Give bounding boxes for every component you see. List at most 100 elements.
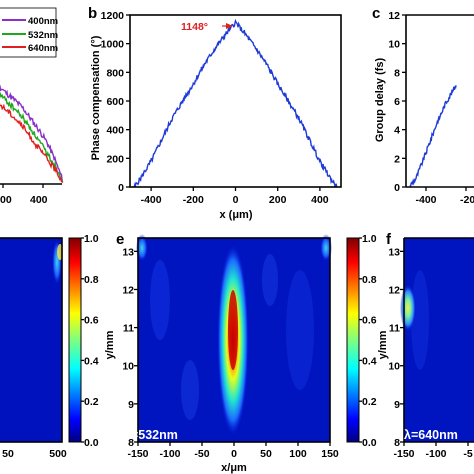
panel-e-xtick-label: 50	[260, 448, 272, 460]
series-line-400nm	[0, 85, 64, 182]
panel-e-xtick-label: 150	[321, 448, 339, 460]
panel-c-xtick-label: -20	[460, 194, 474, 206]
panel-d-colorbar	[68, 237, 82, 443]
heatmap-ytick-label: 13	[388, 246, 400, 258]
panel-e-ylabel: y/mm	[104, 330, 116, 359]
legend-400nm-label: 400nm	[28, 16, 58, 27]
colorbar-tick-label: 0.4	[362, 355, 377, 367]
panel-b-ytick-label: 1000	[101, 39, 125, 51]
panel-c-ytick-label: 10	[388, 39, 400, 51]
panel-c-ytick-label: 2	[394, 153, 400, 165]
panel-e-speckle	[150, 254, 314, 420]
panel-c-label: c	[372, 5, 380, 22]
heatmap-ytick-label: 12	[388, 284, 400, 296]
colorbar-tick-label: 0.2	[84, 396, 99, 408]
panel-d-heatmap	[0, 238, 62, 442]
panel-c-ytick-label: 0	[394, 182, 400, 194]
series-line-640nm	[0, 102, 64, 183]
panel-e-colorbar	[346, 237, 360, 443]
panel-c-xtick-label: -400	[415, 194, 436, 206]
heatmap-ytick-label: 8	[394, 437, 400, 449]
panel-e-xtick-label: -100	[159, 448, 180, 460]
panel-b-ytick-label: 0	[118, 182, 124, 194]
panel-b-xlabel: x (μm)	[219, 209, 252, 221]
colorbar-tick-label: 1.0	[84, 233, 99, 245]
panel-f-label: f	[386, 231, 392, 248]
colorbar-tick-label: 0.8	[362, 274, 377, 286]
panel-f-wavelength: λ=640nm	[404, 428, 458, 442]
panel-c-ytick-label: 12	[388, 10, 400, 22]
colorbar-tick-label: 0.2	[362, 396, 377, 408]
legend-640nm-label: 640nm	[28, 43, 58, 54]
panel-c-ylabel: Group delay (fs)	[374, 57, 386, 142]
heatmap-ytick-label: 11	[123, 323, 134, 335]
panel-b-ytick-label: 200	[106, 153, 124, 165]
panel-b-ytick-label: 1200	[101, 10, 125, 22]
panel-e-xtick-label: 100	[289, 448, 307, 460]
heatmap-ytick-label: 9	[128, 399, 134, 411]
colorbar-tick-label: 1.0	[362, 233, 377, 245]
panel-a-legend	[0, 7, 57, 58]
panel-c-ytick-label: 4	[394, 125, 400, 137]
panel-c-ytick-label: 8	[394, 67, 400, 79]
panel-e-xticks: -150 -100 -50 0 50 100 150	[127, 442, 339, 460]
legend-532nm-label: 532nm	[28, 30, 58, 41]
panel-b-xtick-label: 200	[269, 194, 287, 206]
panel-e-xtick-label: -50	[194, 448, 209, 460]
panel-b-ytick-label: 600	[106, 96, 124, 108]
panel-f: f y/mm 8 9 10 11 12 13 -150 -100 -5 λ=640nm	[377, 231, 474, 460]
panel-d-xtick-label: 50	[2, 448, 14, 460]
panel-b-xtick-label: -400	[141, 194, 162, 206]
panel-b-yticks: 0 200 400 600 800 1000 1200	[101, 10, 130, 194]
panel-d-colorbar-labels: 0.0 0.2 0.4 0.6 0.8 1.0	[81, 233, 99, 449]
colorbar-tick-label: 0.4	[84, 355, 99, 367]
panel-f-xtick-label: -150	[393, 448, 414, 460]
panel-f-speckle	[411, 270, 429, 370]
panel-f-xticks: -150 -100 -5	[393, 442, 473, 460]
panel-d-frame	[0, 237, 63, 443]
panel-e-xlabel: x/μm	[221, 462, 247, 474]
panel-a-series	[0, 85, 64, 183]
panel-b-ytick-label: 800	[106, 67, 124, 79]
panel-f-xtick-label: -5	[463, 448, 472, 460]
heatmap-ytick-label: 8	[128, 437, 134, 449]
panel-f-hotspot	[400, 284, 416, 332]
heatmap-ytick-label: 12	[122, 284, 134, 296]
panel-e-side-lobe-right	[320, 234, 332, 262]
panel-b-xtick-label: 0	[233, 194, 239, 206]
panel-f-ylabel: y/mm	[377, 330, 389, 359]
panel-c-yticks: 0 2 4 6 8 10 12	[388, 10, 406, 194]
panel-b-label: b	[88, 5, 97, 22]
panel-a-xtick-label: 400	[30, 194, 48, 206]
panel-e-xtick-label: 0	[231, 448, 237, 460]
panel-e: e y/mm 8 9 10 11 12 13 -150 -100 -50 0 50 100 150 λ…	[104, 231, 377, 474]
peak-annotation: 1148°	[181, 21, 208, 33]
panel-e-xtick-label: -150	[127, 448, 148, 460]
panel-b-ylabel: Phase compensation (°)	[90, 35, 102, 160]
heatmap-ytick-label: 13	[122, 246, 134, 258]
panel-b-frame	[129, 14, 342, 188]
annotation-arrowhead	[226, 23, 233, 29]
panel-e-wavelength: λ=532nm	[124, 428, 178, 442]
group-delay-curve	[409, 85, 457, 189]
panel-f-xtick-label: -100	[425, 448, 446, 460]
heatmap-ytick-label: 11	[389, 323, 400, 335]
colorbar-tick-label: 0.8	[84, 274, 99, 286]
heatmap-ytick-label: 9	[394, 399, 400, 411]
heatmap-ytick-label: 10	[122, 361, 134, 373]
colorbar-tick-label: 0.0	[362, 437, 377, 449]
colorbar-tick-label: 0.0	[84, 437, 99, 449]
panel-e-colorbar-labels: 0.0 0.2 0.4 0.6 0.8 1.0	[359, 233, 377, 449]
panel-b-ytick-label: 400	[106, 125, 124, 137]
colorbar-tick-label: 0.6	[84, 315, 99, 327]
panel-b-xtick-label: -200	[183, 194, 204, 206]
panel-e-label: e	[116, 231, 124, 248]
panel-a: 00 400 400nm 532nm 640nm	[0, 7, 64, 206]
phase-compensation-curve	[133, 18, 338, 188]
panel-f-yticks: 8 9 10 11 12 13	[388, 246, 404, 449]
panel-b-xticks: -400 -200 0 200 400	[141, 187, 329, 206]
panel-b: b Phase compensation (°) 0 200 400 600 800 10…	[88, 5, 342, 221]
heatmap-ytick-label: 10	[388, 361, 400, 373]
colorbar-tick-label: 0.6	[362, 315, 377, 327]
